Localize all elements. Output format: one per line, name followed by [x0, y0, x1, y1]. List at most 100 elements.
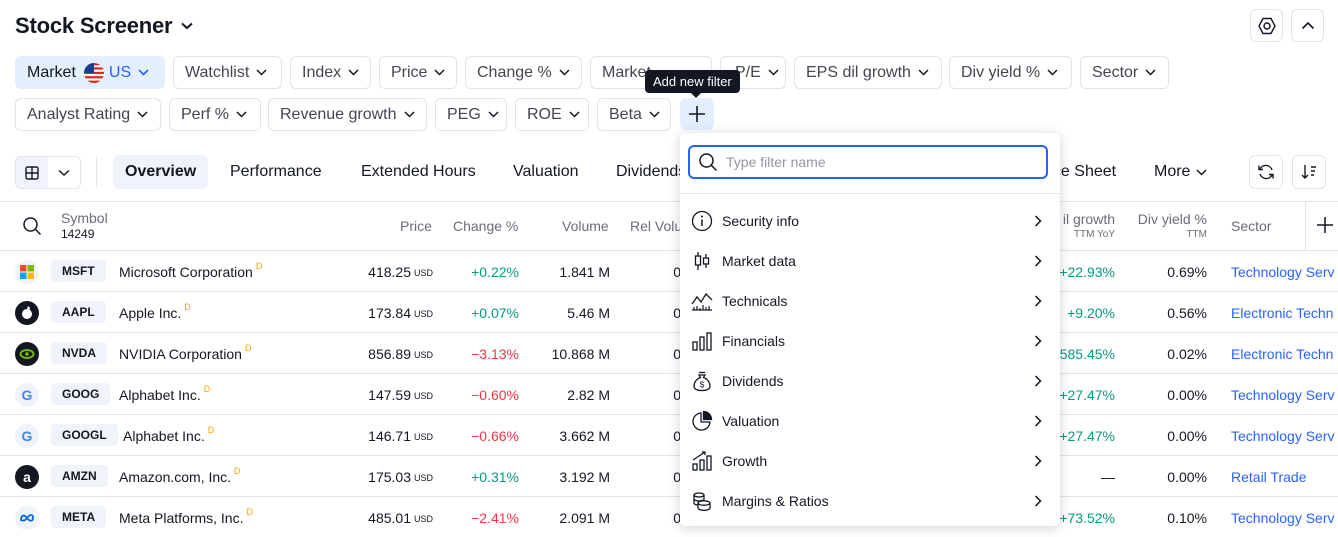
filter-roe[interactable]: ROE	[515, 98, 589, 131]
company-name[interactable]: Alphabet Inc. D	[119, 374, 210, 415]
column-header-change[interactable]: Change %	[453, 218, 519, 234]
delayed-badge: D	[255, 260, 263, 271]
ticker-badge[interactable]: META	[51, 506, 107, 528]
chevron-down-icon[interactable]	[48, 157, 80, 188]
delayed-badge: D	[207, 424, 215, 435]
table-row[interactable]: NVDA NVIDIA Corporation D 856.89 USD −3.13% 10…	[0, 333, 1338, 374]
change-cell: +0.22%	[471, 263, 519, 280]
table-row[interactable]: a AMZN Amazon.com, Inc. D 175.03 USD +0.31% 3.1…	[0, 456, 1338, 497]
filter-label: Div yield %	[961, 63, 1041, 81]
filter-category-label: Margins & Ratios	[722, 493, 829, 509]
column-header-rel-volume[interactable]: Rel Volu	[630, 218, 683, 234]
rel-volume-cell: 0	[673, 427, 681, 444]
sort-button[interactable]	[1292, 155, 1326, 189]
refresh-icon	[1258, 164, 1274, 180]
column-header-sector[interactable]: Sector	[1231, 218, 1272, 234]
filter-category-financials[interactable]: Financials	[680, 321, 1060, 361]
sector-link[interactable]: Retail Trade	[1231, 468, 1307, 485]
filter-market[interactable]: Market US	[15, 56, 165, 89]
table-row[interactable]: META Meta Platforms, Inc. D 485.01 USD −2.41%…	[0, 497, 1338, 537]
rel-volume-cell: 0	[673, 468, 681, 485]
sector-link[interactable]: Technology Serv	[1231, 427, 1335, 444]
collapse-filters-button[interactable]	[1291, 9, 1324, 42]
candlestick-icon	[690, 249, 714, 273]
company-name[interactable]: Apple Inc. D	[119, 292, 191, 333]
filter-perf[interactable]: Perf %	[169, 98, 261, 131]
filter-category-margins-ratios[interactable]: Margins & Ratios	[680, 481, 1060, 521]
filter-analyst-rating[interactable]: Analyst Rating	[15, 98, 161, 131]
add-column-icon[interactable]	[1316, 216, 1334, 239]
filter-category-label: Technicals	[722, 293, 788, 309]
filter-index[interactable]: Index	[290, 56, 371, 89]
company-name[interactable]: NVIDIA Corporation D	[119, 333, 251, 374]
filter-label: Market	[602, 63, 651, 81]
tab-extended-hours[interactable]: Extended Hours	[361, 163, 476, 180]
column-header-symbol[interactable]: Symbol 14249	[61, 210, 108, 241]
refresh-button[interactable]	[1249, 155, 1283, 189]
filter-category-market-data[interactable]: Market data	[680, 241, 1060, 281]
ticker-badge[interactable]: AAPL	[51, 301, 106, 323]
filter-peg[interactable]: PEG	[435, 98, 507, 131]
column-header-eps-growth[interactable]: il growth TTM YoY	[1040, 211, 1115, 240]
table-row[interactable]: G GOOG Alphabet Inc. D 147.59 USD −0.60% 2.82 M…	[0, 374, 1338, 415]
filter-change[interactable]: Change %	[465, 56, 582, 89]
company-name[interactable]: Meta Platforms, Inc. D	[119, 497, 253, 537]
filter-eps-dil-growth[interactable]: EPS dil growth	[794, 56, 942, 89]
sector-link[interactable]: Technology Serv	[1231, 509, 1335, 526]
column-header-div-yield[interactable]: Div yield % TTM	[1130, 211, 1207, 240]
chevron-down-icon	[559, 69, 570, 76]
column-header-volume[interactable]: Volume	[562, 218, 609, 234]
ticker-badge[interactable]: MSFT	[51, 260, 106, 282]
sector-link[interactable]: Technology Serv	[1231, 263, 1335, 280]
table-view-icon[interactable]	[16, 157, 48, 188]
tab-more[interactable]: More	[1142, 155, 1219, 189]
sector-link[interactable]: Technology Serv	[1231, 386, 1335, 403]
filter-category-security-info[interactable]: Security info	[680, 201, 1060, 241]
filter-category-label: Valuation	[722, 413, 780, 429]
ticker-badge[interactable]: NVDA	[51, 342, 108, 364]
chevron-right-icon	[1034, 375, 1042, 387]
tab-performance[interactable]: Performance	[230, 163, 322, 180]
sector-link[interactable]: Electronic Techn	[1231, 345, 1334, 362]
search-icon[interactable]	[22, 216, 42, 241]
table-row[interactable]: AAPL Apple Inc. D 173.84 USD +0.07% 5.46 M 0 +9.…	[0, 292, 1338, 333]
company-name[interactable]: Microsoft Corporation D	[119, 251, 262, 292]
add-filter-button[interactable]	[680, 98, 714, 130]
sector-link[interactable]: Electronic Techn	[1231, 304, 1334, 321]
filter-sector[interactable]: Sector	[1080, 56, 1169, 89]
ticker-badge[interactable]: AMZN	[51, 465, 108, 487]
volume-cell: 10.868 M	[551, 345, 610, 362]
column-header-price[interactable]: Price	[400, 218, 432, 234]
filter-category-valuation[interactable]: Valuation	[680, 401, 1060, 441]
filter-div-yield[interactable]: Div yield %	[949, 56, 1072, 89]
ticker-badge[interactable]: GOOG	[51, 383, 111, 405]
tab-dividends[interactable]: Dividends	[616, 163, 687, 180]
filter-search-input[interactable]	[726, 154, 1026, 170]
ticker-badge[interactable]: GOOGL	[51, 424, 118, 446]
page-title-row[interactable]: Stock Screener	[15, 10, 194, 42]
filter-pe[interactable]: P/E	[720, 56, 786, 89]
filter-label: Analyst Rating	[27, 105, 131, 123]
filter-watchlist[interactable]: Watchlist	[173, 56, 282, 89]
chevron-down-icon	[569, 111, 580, 118]
tab-valuation[interactable]: Valuation	[513, 163, 579, 180]
screen-settings-button[interactable]	[1250, 9, 1283, 42]
tab-overview[interactable]: Overview	[113, 155, 209, 189]
filter-label: Price	[391, 63, 428, 81]
change-cell: +0.31%	[471, 468, 519, 485]
filter-category-growth[interactable]: Growth	[680, 441, 1060, 481]
company-name[interactable]: Alphabet Inc. D	[123, 415, 214, 456]
filter-label: Index	[302, 63, 342, 81]
filter-price[interactable]: Price	[379, 56, 457, 89]
filter-beta[interactable]: Beta	[597, 98, 671, 131]
filter-label: ROE	[527, 105, 562, 123]
company-name[interactable]: Amazon.com, Inc. D	[119, 456, 241, 497]
filter-category-technicals[interactable]: Technicals	[680, 281, 1060, 321]
view-switch[interactable]	[15, 156, 81, 189]
filter-search-box[interactable]	[688, 145, 1048, 179]
filter-category-dividends[interactable]: $ Dividends	[680, 361, 1060, 401]
table-row[interactable]: MSFT Microsoft Corporation D 418.25 USD +0.22…	[0, 251, 1338, 292]
filter-revenue-growth[interactable]: Revenue growth	[268, 98, 427, 131]
table-row[interactable]: G GOOGL Alphabet Inc. D 146.71 USD −0.66% 3.662…	[0, 415, 1338, 456]
chevron-down-icon[interactable]	[180, 19, 194, 33]
